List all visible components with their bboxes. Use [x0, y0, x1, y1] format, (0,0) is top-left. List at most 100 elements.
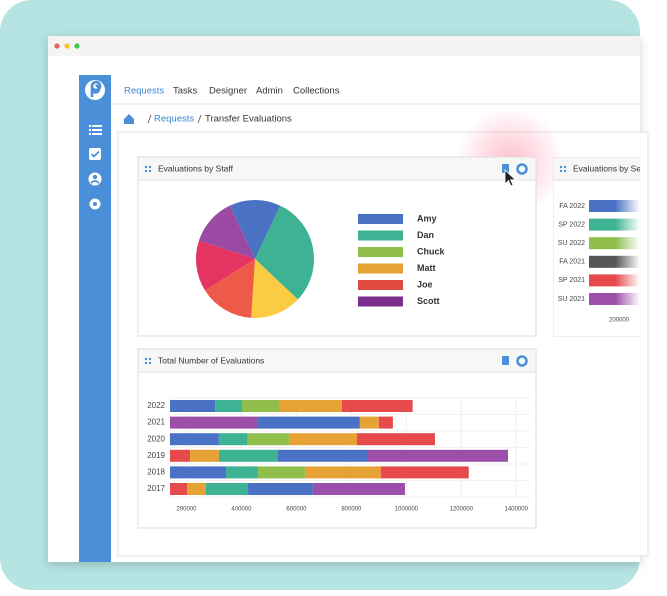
bar-segment [248, 483, 313, 495]
breadcrumb-link[interactable]: Requests [154, 114, 194, 125]
y-tick-label: SU 2021 [558, 296, 585, 303]
bar-segment [304, 466, 381, 479]
legend-label: Joe [417, 279, 433, 289]
settings-icon[interactable] [516, 163, 528, 175]
y-tick-label: 2017 [147, 484, 165, 493]
max-dot[interactable] [74, 43, 80, 49]
legend-swatch [358, 214, 403, 224]
title-bar [48, 36, 640, 56]
drag-handle[interactable] [148, 169, 152, 173]
nav-item[interactable]: Collections [293, 86, 340, 97]
bar-segment [278, 449, 368, 462]
drag-handle[interactable] [563, 169, 567, 173]
total-panel: Total Number of Evaluations 200000 400000 6… [137, 348, 537, 529]
bar-segment [356, 433, 435, 446]
bar-segment [218, 449, 278, 462]
panel-title: Total Number of Evaluations [158, 355, 264, 365]
bar-segment [279, 400, 342, 412]
drag-handle[interactable] [563, 165, 567, 169]
y-tick-label: SP 2021 [558, 277, 585, 284]
pie-slice [196, 240, 255, 291]
legend-label: Matt [417, 263, 436, 273]
x-tick-label: 1000000 [395, 507, 419, 513]
y-tick-label: FA 2022 [559, 203, 585, 210]
logo-mark [90, 80, 102, 97]
pie-slice [255, 205, 314, 300]
bar-segment [247, 433, 290, 446]
bar-segment [170, 400, 216, 412]
x-tick-label: 800000 [341, 507, 362, 513]
nav-item[interactable]: Requests [124, 86, 164, 97]
drag-handle[interactable] [559, 169, 563, 173]
drag-handle[interactable] [144, 169, 148, 173]
y-tick-label: 2020 [147, 434, 165, 443]
bar-segment [378, 416, 393, 429]
bar [589, 255, 640, 268]
nav-item[interactable]: Tasks [173, 86, 198, 97]
x-tick-label: 600000 [286, 507, 307, 513]
bar-segment [341, 400, 413, 412]
check-glyph [90, 150, 100, 158]
panel-header [138, 157, 536, 180]
drag-handle[interactable] [148, 357, 152, 361]
gear-glyph [93, 202, 97, 206]
panel-header [138, 349, 536, 372]
drag-handle[interactable] [144, 357, 148, 361]
cursor [504, 169, 517, 187]
x-tick-label: 1400000 [505, 507, 529, 513]
y-tick-label: 2019 [147, 451, 165, 460]
y-tick-label: 2022 [147, 401, 165, 410]
bar-segment [380, 466, 469, 479]
legend-swatch [358, 280, 403, 290]
user-glyph [90, 180, 100, 184]
x-tick-label: 200000 [176, 507, 197, 513]
copy-icon[interactable] [502, 164, 509, 173]
bar-segment [170, 466, 227, 479]
close-dot[interactable] [54, 43, 60, 49]
legend-swatch [358, 247, 403, 257]
y-tick-label: SU 2022 [558, 240, 585, 247]
legend-swatch [358, 230, 403, 241]
legend-swatch [358, 263, 403, 274]
drag-handle[interactable] [559, 165, 563, 169]
legend-swatch [358, 296, 403, 307]
staff-panel: Evaluations by Staff Amy Dan Chuck Matt Joe Sc… [137, 156, 537, 337]
pie-slice [251, 259, 298, 319]
min-dot[interactable] [64, 43, 70, 49]
bar-segment [218, 433, 248, 446]
pie-slice [198, 205, 255, 259]
copy-icon[interactable] [502, 356, 509, 365]
fade [615, 185, 640, 315]
breadcrumb-current: Transfer Evaluations [205, 114, 292, 125]
drag-handle[interactable] [148, 361, 152, 365]
bar-segment [289, 433, 357, 446]
drag-handle[interactable] [148, 165, 152, 169]
nav-item[interactable]: Designer [209, 86, 247, 97]
bar-segment [170, 449, 191, 462]
bar-segment [170, 483, 188, 495]
bar-segment [170, 433, 219, 446]
bar-segment [367, 449, 509, 462]
panel-title: Evaluations by Se [573, 163, 641, 173]
y-tick-label: SP 2022 [558, 221, 585, 228]
bar-segment [359, 416, 379, 429]
legend-label: Amy [417, 213, 437, 223]
drag-handle[interactable] [144, 361, 148, 365]
y-tick-label: 2021 [147, 418, 165, 427]
drag-handle[interactable] [144, 165, 148, 169]
legend-label: Dan [417, 230, 434, 240]
bar-segment [206, 483, 249, 495]
x-tick-label: 400000 [231, 507, 252, 513]
separator [147, 114, 152, 124]
bar-segment [170, 416, 258, 429]
separator [197, 114, 202, 124]
user-glyph [92, 174, 98, 180]
bar-segment [190, 449, 219, 462]
nav-item[interactable]: Admin [256, 86, 283, 97]
settings-icon[interactable] [516, 355, 528, 367]
panel-header [553, 157, 640, 180]
home-icon[interactable] [124, 114, 134, 124]
bar-segment [257, 466, 305, 479]
